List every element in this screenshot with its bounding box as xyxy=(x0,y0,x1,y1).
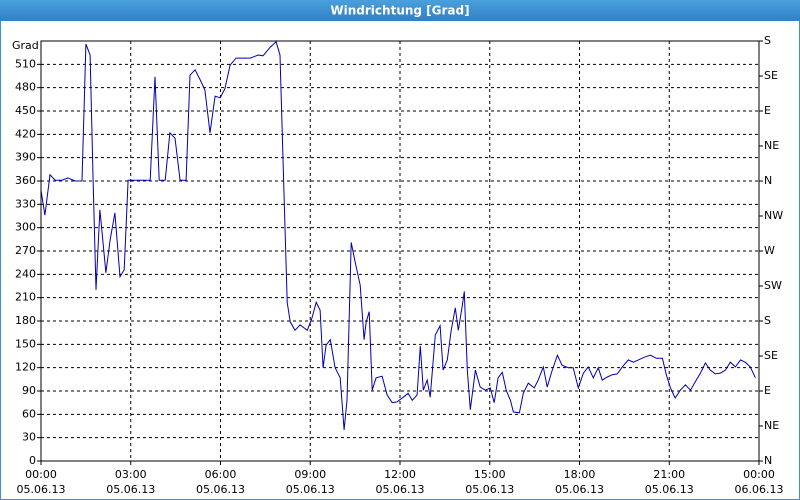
x-tick-label: 03:00 xyxy=(115,468,147,481)
x-tick-date: 05.06.13 xyxy=(106,483,155,496)
x-tick-label: 00:00 xyxy=(743,468,775,481)
y-tick-label: 510 xyxy=(15,57,36,70)
y-tick-label: 450 xyxy=(15,104,36,117)
x-tick-label: 15:00 xyxy=(474,468,506,481)
x-tick-date: 05.06.13 xyxy=(286,483,335,496)
y2-tick-label: W xyxy=(764,244,775,257)
title-bar xyxy=(0,0,800,21)
x-tick-label: 09:00 xyxy=(294,468,326,481)
y2-tick-label: SE xyxy=(764,349,778,362)
x-tick-label: 06:00 xyxy=(205,468,237,481)
y2-tick-label: NW xyxy=(764,209,783,222)
x-tick-date: 05.06.13 xyxy=(465,483,514,496)
y2-tick-label: NE xyxy=(764,139,779,152)
y-tick-label: 180 xyxy=(15,314,36,327)
y-tick-label: 150 xyxy=(15,337,36,350)
y2-tick-label: SE xyxy=(764,69,778,82)
y2-tick-label: N xyxy=(764,174,772,187)
y-axis-label: Grad xyxy=(12,39,39,52)
x-tick-label: 00:00 xyxy=(25,468,57,481)
data-line xyxy=(40,40,756,430)
y2-tick-label: NE xyxy=(764,419,779,432)
x-tick-label: 21:00 xyxy=(653,468,685,481)
x-tick-label: 12:00 xyxy=(384,468,416,481)
x-tick-date: 05.06.13 xyxy=(17,483,66,496)
y2-tick-label: S xyxy=(764,314,771,327)
y2-tick-label: E xyxy=(764,384,771,397)
x-tick-label: 18:00 xyxy=(564,468,596,481)
y-tick-label: 330 xyxy=(15,197,36,210)
x-tick-date: 06.06.13 xyxy=(735,483,784,496)
x-tick-date: 05.06.13 xyxy=(645,483,694,496)
y-tick-label: 120 xyxy=(15,361,36,374)
y-tick-label: 390 xyxy=(15,151,36,164)
y-tick-label: 480 xyxy=(15,81,36,94)
x-tick-date: 05.06.13 xyxy=(376,483,425,496)
y-tick-label: 420 xyxy=(15,127,36,140)
y-tick-label: 0 xyxy=(29,454,36,467)
y2-tick-label: SW xyxy=(764,279,782,292)
chart-title: Windrichtung [Grad] xyxy=(330,4,469,18)
x-tick-date: 05.06.13 xyxy=(555,483,604,496)
y2-tick-label: E xyxy=(764,104,771,117)
y-tick-label: 360 xyxy=(15,174,36,187)
y-tick-label: 270 xyxy=(15,244,36,257)
y2-tick-label: S xyxy=(764,34,771,47)
y-tick-label: 90 xyxy=(22,384,36,397)
y-tick-label: 240 xyxy=(15,267,36,280)
y2-tick-label: N xyxy=(764,454,772,467)
y-tick-label: 60 xyxy=(22,407,36,420)
x-tick-date: 05.06.13 xyxy=(196,483,245,496)
y-tick-label: 300 xyxy=(15,221,36,234)
y-tick-label: 210 xyxy=(15,291,36,304)
y-tick-label: 30 xyxy=(22,431,36,444)
